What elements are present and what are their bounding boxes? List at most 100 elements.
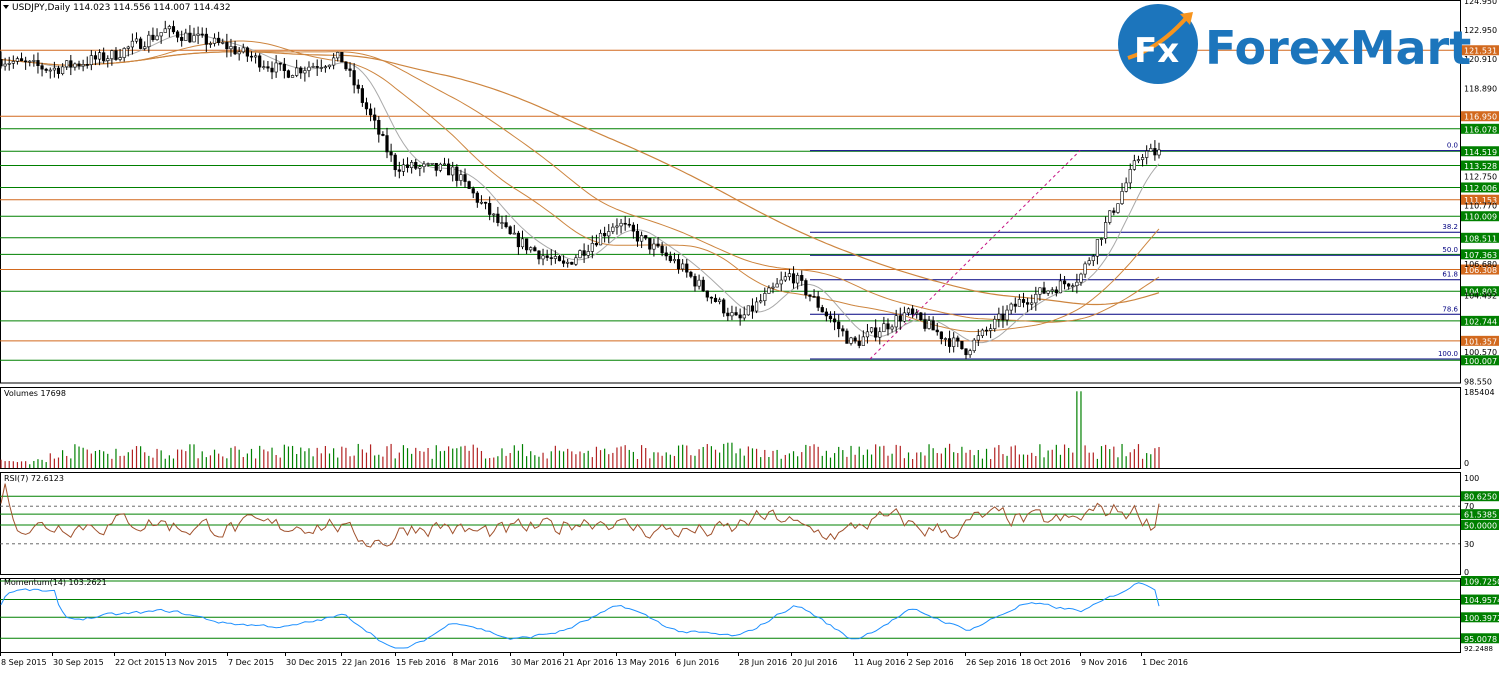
candle-body	[159, 32, 163, 37]
candle-body	[373, 114, 377, 121]
candle-body	[956, 337, 960, 342]
candle-body	[85, 64, 89, 66]
level-label-121.531: 121.531	[1464, 47, 1497, 56]
level-label-110.009: 110.009	[1464, 213, 1497, 222]
candle-body	[253, 55, 258, 58]
price-panel: 121.531 116.950 116.078 114.519 113.528 112.0…	[0, 0, 1499, 386]
candle-body	[779, 279, 783, 285]
candle-body	[356, 84, 360, 89]
candle-body	[705, 290, 709, 298]
candle-body	[303, 70, 307, 74]
candle-body	[241, 47, 245, 53]
candle-body	[750, 305, 755, 312]
level-tag-101.357	[1461, 335, 1499, 346]
candle-body	[1021, 299, 1026, 303]
candle-body	[262, 66, 266, 68]
candle-body	[812, 296, 816, 298]
candle-body	[857, 340, 861, 346]
candle-body	[188, 32, 192, 43]
candle-body	[685, 263, 689, 273]
candle-body	[102, 52, 106, 61]
candle-body	[122, 48, 126, 58]
candle-body	[69, 60, 73, 68]
candle-body	[1005, 309, 1009, 321]
candle-body	[541, 255, 545, 260]
momentum-tick-92.2488: 92.2488	[1464, 645, 1493, 653]
candle-body	[525, 238, 529, 251]
candle-body	[906, 308, 911, 314]
candle-body	[898, 315, 902, 322]
candle-body	[578, 250, 582, 259]
fib-label-78.6: 78.6	[1442, 305, 1458, 313]
candle-body	[631, 224, 635, 232]
candle-body	[3, 63, 7, 67]
candle-body	[307, 66, 311, 71]
candle-body	[130, 40, 135, 48]
candle-body	[393, 154, 397, 171]
candle-body	[660, 245, 664, 254]
candle-body	[561, 260, 566, 264]
rsi-tick-30: 30	[1464, 540, 1474, 549]
rsi-tick-70: 70	[1464, 502, 1474, 511]
level-label-116.078: 116.078	[1464, 125, 1497, 134]
momentum-level-label-100.3972: 100.3972	[1464, 614, 1500, 623]
price-tick-122.950: 122.950	[1464, 26, 1497, 35]
momentum-tag-109.7250	[1461, 576, 1499, 586]
candle-body	[939, 331, 943, 340]
level-label-113.528: 113.528	[1464, 162, 1497, 171]
date-label-11: 13 May 2016	[617, 658, 669, 667]
candle-body	[19, 58, 24, 62]
candle-body	[1042, 287, 1046, 294]
candle-body	[332, 57, 336, 66]
date-label-8: 8 Mar 2016	[453, 658, 499, 667]
candle-body	[927, 320, 931, 329]
volume-title: Volumes 17698	[4, 389, 66, 398]
candle-body	[175, 31, 180, 38]
price-tick-100.570: 100.570	[1464, 348, 1497, 357]
candle-body	[467, 181, 471, 189]
candle-body	[15, 58, 20, 62]
candle-body	[845, 330, 849, 344]
candle-body	[1079, 273, 1083, 283]
candle-body	[508, 226, 512, 235]
candle-body	[754, 301, 759, 312]
candle-body	[65, 60, 69, 68]
rsi-level-label-80.6250: 80.6250	[1464, 493, 1497, 502]
date-label-9: 30 Mar 2016	[511, 658, 562, 667]
candle-body	[385, 135, 389, 153]
candle-body	[1116, 203, 1120, 213]
candle-body	[434, 162, 438, 171]
candle-body	[783, 276, 787, 281]
candle-body	[389, 151, 393, 156]
candle-body	[947, 338, 952, 347]
level-label-106.308: 106.308	[1464, 266, 1497, 275]
candle-body	[52, 67, 56, 71]
fib-label-100.0: 100.0	[1438, 350, 1458, 358]
candle-body	[233, 46, 237, 55]
level-tag-121.531	[1461, 45, 1499, 56]
candle-body	[77, 63, 81, 67]
level-tag-113.528	[1461, 160, 1499, 171]
rsi-line	[0, 483, 1160, 548]
level-tag-100.007	[1461, 355, 1499, 366]
candle-body	[0, 59, 3, 67]
candle-body	[1145, 150, 1149, 158]
candle-body	[533, 247, 537, 252]
candle-body	[915, 312, 919, 315]
date-label-20: 1 Dec 2016	[1142, 658, 1188, 667]
candle-body	[759, 300, 763, 303]
candle-body	[656, 243, 660, 247]
candle-body	[529, 247, 533, 251]
candle-body	[516, 232, 521, 248]
candle-body	[668, 255, 672, 262]
candle-body	[1067, 283, 1071, 287]
logo-arrow-icon	[1127, 14, 1190, 60]
momentum-level-label-109.7250: 109.7250	[1464, 578, 1500, 587]
dropdown-triangle-icon[interactable]	[3, 5, 9, 9]
level-tag-116.950	[1461, 111, 1499, 122]
candle-body	[886, 323, 890, 330]
date-label-0: 8 Sep 2015	[1, 658, 47, 667]
date-label-19: 9 Nov 2016	[1081, 658, 1127, 667]
candle-body	[763, 293, 767, 302]
